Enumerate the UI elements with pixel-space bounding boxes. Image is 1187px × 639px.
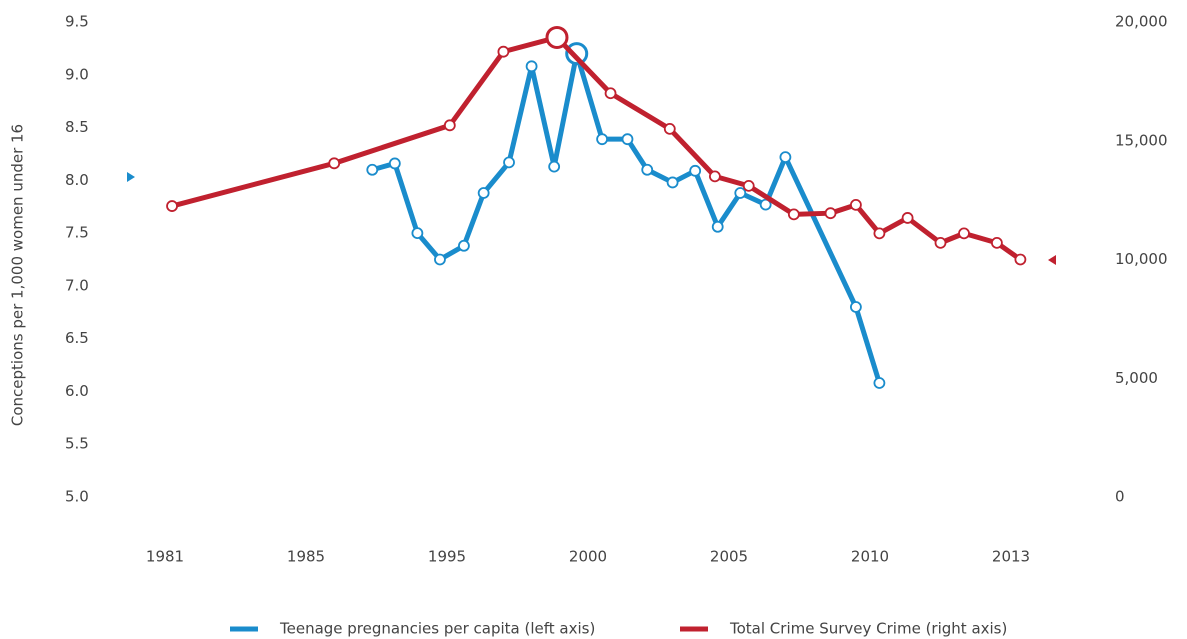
y2-tick-label: 5,000 bbox=[1115, 369, 1158, 387]
point bbox=[596, 133, 608, 146]
y-tick-label: 7.0 bbox=[65, 276, 89, 294]
point bbox=[991, 236, 1003, 249]
y2-tick-label: 15,000 bbox=[1115, 131, 1168, 149]
legend-label: Total Crime Survey Crime (right axis) bbox=[729, 620, 1007, 638]
y-tick-label: 6.5 bbox=[65, 329, 89, 347]
point bbox=[497, 45, 510, 58]
y-tick-label: 5.5 bbox=[65, 435, 89, 453]
x-tick-label: 2010 bbox=[851, 548, 889, 566]
y-tick-label: 8.5 bbox=[65, 118, 89, 136]
point bbox=[873, 377, 886, 389]
point bbox=[934, 236, 947, 249]
point bbox=[689, 164, 702, 177]
point bbox=[787, 208, 800, 221]
point bbox=[666, 176, 679, 189]
y-tick-label: 9.5 bbox=[65, 13, 89, 31]
point bbox=[565, 42, 589, 66]
point bbox=[388, 157, 401, 170]
point bbox=[711, 220, 724, 233]
point bbox=[621, 133, 634, 146]
point bbox=[458, 239, 470, 252]
point bbox=[434, 253, 446, 266]
point bbox=[958, 227, 970, 240]
point bbox=[604, 87, 617, 100]
point bbox=[709, 170, 721, 183]
line bbox=[171, 34, 1022, 262]
point bbox=[850, 301, 862, 313]
x-tick-label: 2000 bbox=[569, 548, 607, 566]
point bbox=[166, 200, 178, 212]
point bbox=[548, 160, 561, 173]
point bbox=[824, 207, 837, 220]
y-tick-label: 7.5 bbox=[65, 224, 89, 242]
y-tick-label: 5.0 bbox=[65, 488, 89, 506]
point bbox=[759, 198, 772, 211]
y2-tick-label: 20,000 bbox=[1115, 13, 1168, 31]
point bbox=[641, 163, 654, 176]
x-tick-label: 1981 bbox=[146, 548, 184, 566]
point bbox=[366, 163, 379, 176]
point bbox=[742, 179, 755, 192]
point bbox=[545, 25, 569, 49]
y-tick-label: 9.0 bbox=[65, 65, 89, 83]
point bbox=[477, 187, 490, 199]
point bbox=[411, 227, 424, 240]
x-tick-label: 1985 bbox=[287, 548, 325, 566]
y-axis-title: Conceptions per 1,000 women under 16 bbox=[9, 124, 27, 426]
y-tick-label: 6.0 bbox=[65, 382, 89, 400]
point bbox=[1014, 253, 1027, 266]
right-marker bbox=[1048, 255, 1056, 265]
y2-tick-label: 0 bbox=[1115, 488, 1125, 506]
point bbox=[850, 198, 862, 211]
point bbox=[734, 187, 747, 199]
point bbox=[503, 156, 515, 169]
point bbox=[901, 212, 914, 224]
x-tick-label: 2013 bbox=[992, 548, 1030, 566]
x-tick-label: 2005 bbox=[710, 548, 748, 566]
y-tick-label: 8.0 bbox=[65, 171, 89, 189]
point bbox=[779, 151, 792, 164]
point bbox=[873, 227, 886, 240]
left-marker bbox=[127, 172, 135, 182]
point bbox=[663, 122, 676, 135]
point bbox=[328, 157, 341, 170]
point bbox=[525, 60, 538, 73]
point bbox=[443, 119, 456, 132]
legend-label: Teenage pregnancies per capita (left axi… bbox=[279, 620, 595, 638]
y2-tick-label: 10,000 bbox=[1115, 250, 1168, 268]
x-tick-label: 1995 bbox=[428, 548, 466, 566]
